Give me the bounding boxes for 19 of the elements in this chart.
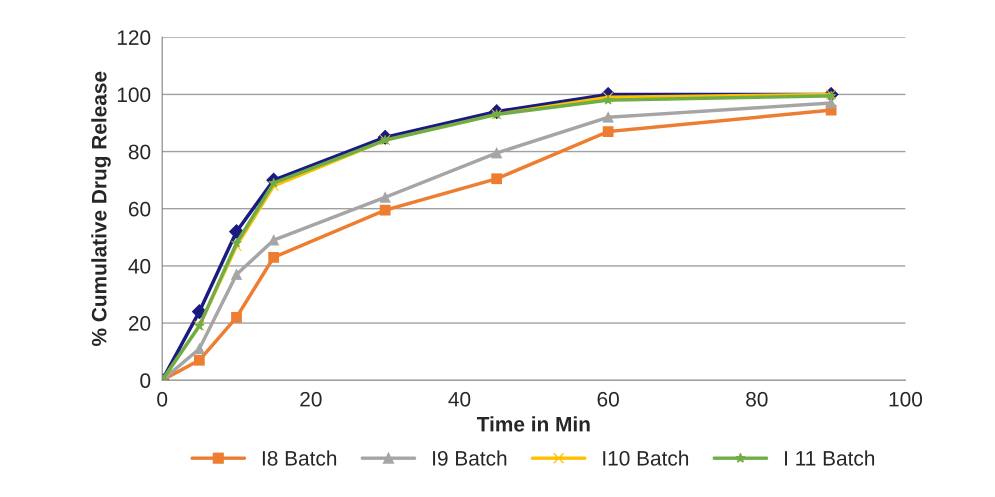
x-axis-title: Time in Min	[476, 416, 590, 432]
legend-label: I8 Batch	[262, 450, 336, 466]
x-tick-label: 0	[157, 392, 168, 407]
y-tick-label: 80	[128, 144, 150, 160]
y-tick-label: 40	[128, 258, 150, 274]
legend-label: I9 Batch	[433, 450, 506, 466]
x-tick-label: 60	[598, 392, 619, 407]
x-tick-label: 40	[448, 392, 470, 407]
y-tick-label: 20	[128, 316, 150, 331]
y-tick-label: 60	[128, 202, 150, 216]
x-tick-label: 100	[890, 392, 922, 407]
y-tick-label: 0	[140, 373, 150, 388]
y-axis-title: % Cumulative Drug Release	[91, 72, 111, 346]
x-tick-label: 20	[300, 392, 322, 407]
x-tick-label: 80	[746, 392, 768, 407]
legend-label: I10 Batch	[603, 450, 688, 466]
legend-label: I 11 Batch	[785, 450, 874, 466]
y-tick-label: 100	[118, 87, 150, 102]
y-tick-label: 120	[118, 30, 150, 46]
